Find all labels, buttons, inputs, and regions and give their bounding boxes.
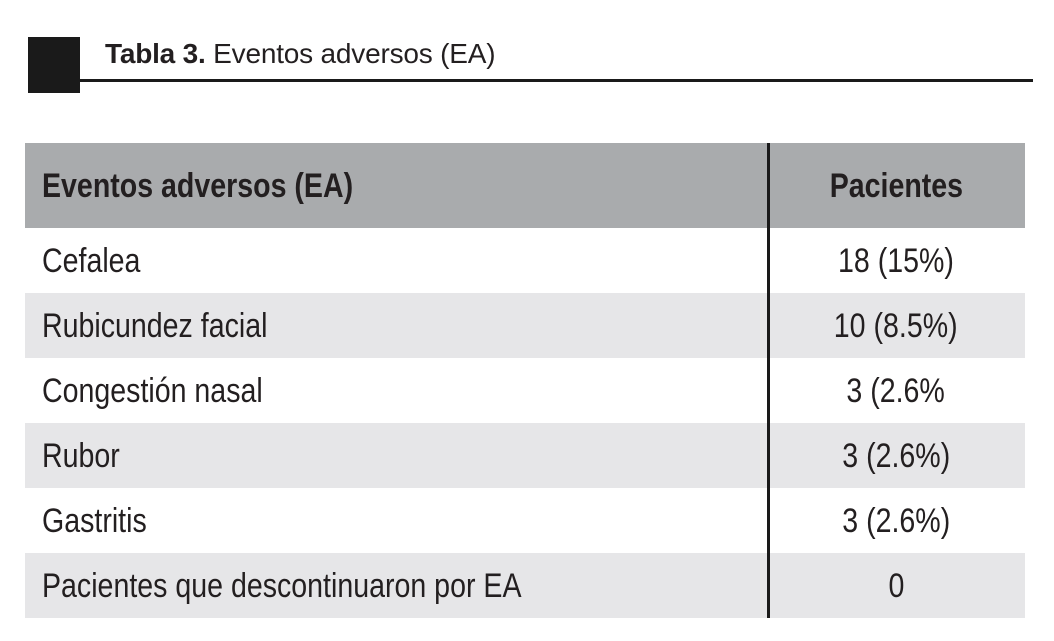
patients-value: 3 (2.6% — [846, 371, 946, 410]
table-caption: Eventos adversos (EA) — [205, 38, 496, 69]
table-row: Cefalea 18 (15%) — [25, 228, 1025, 293]
event-cell: Gastritis — [25, 488, 767, 553]
table-row: Gastritis 3 (2.6%) — [25, 488, 1025, 553]
table-header-row: Eventos adversos (EA) Pacientes — [25, 143, 1025, 228]
event-label: Congestión nasal — [42, 371, 263, 410]
event-cell: Rubicundez facial — [25, 293, 767, 358]
patients-value: 3 (2.6%) — [842, 501, 950, 540]
table-title: Tabla 3. Eventos adversos (EA) — [105, 38, 496, 69]
title-rule — [80, 79, 1033, 82]
column-divider — [767, 143, 770, 618]
event-cell: Pacientes que descontinuaron por EA — [25, 553, 767, 618]
table-number: Tabla 3. — [105, 38, 206, 69]
table-row: Rubor 3 (2.6%) — [25, 423, 1025, 488]
event-label: Rubor — [42, 436, 120, 475]
header-events-label: Eventos adversos (EA) — [42, 166, 354, 205]
header-cell-events: Eventos adversos (EA) — [25, 143, 767, 228]
header-cell-patients: Pacientes — [767, 143, 1025, 228]
event-label: Rubicundez facial — [42, 306, 268, 345]
table-row: Rubicundez facial 10 (8.5%) — [25, 293, 1025, 358]
patients-cell: 3 (2.6%) — [767, 423, 1025, 488]
patients-value: 3 (2.6%) — [842, 436, 950, 475]
adverse-events-table: Eventos adversos (EA) Pacientes Cefalea … — [25, 143, 1025, 618]
header-patients-label: Pacientes — [829, 166, 963, 205]
patients-cell: 3 (2.6%) — [767, 488, 1025, 553]
patients-cell: 3 (2.6% — [767, 358, 1025, 423]
patients-cell: 0 — [767, 553, 1025, 618]
table-row: Congestión nasal 3 (2.6% — [25, 358, 1025, 423]
title-marker-square — [28, 37, 80, 93]
patients-value: 0 — [888, 566, 904, 605]
event-cell: Cefalea — [25, 228, 767, 293]
event-cell: Rubor — [25, 423, 767, 488]
patients-value: 10 (8.5%) — [834, 306, 958, 345]
patients-value: 18 (15%) — [838, 241, 954, 280]
patients-cell: 10 (8.5%) — [767, 293, 1025, 358]
patients-cell: 18 (15%) — [767, 228, 1025, 293]
event-label: Gastritis — [42, 501, 147, 540]
table-row: Pacientes que descontinuaron por EA 0 — [25, 553, 1025, 618]
event-cell: Congestión nasal — [25, 358, 767, 423]
event-label: Pacientes que descontinuaron por EA — [42, 566, 522, 605]
event-label: Cefalea — [42, 241, 141, 280]
